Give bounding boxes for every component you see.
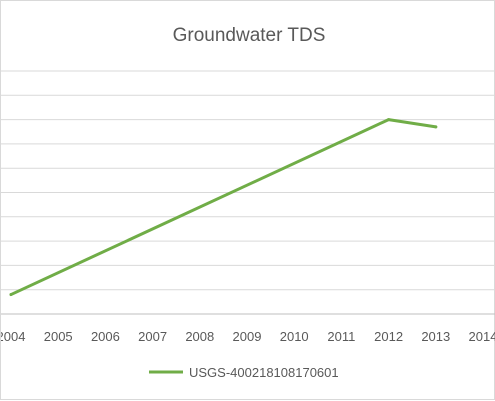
x-tick-label-2014: 2014 bbox=[469, 329, 495, 344]
data-point-0-0 bbox=[9, 293, 13, 297]
x-tick-label-2013: 2013 bbox=[421, 329, 450, 344]
chart-title: Groundwater TDS bbox=[173, 25, 326, 46]
x-tick-label-2012: 2012 bbox=[374, 329, 403, 344]
x-tick-label-2008: 2008 bbox=[185, 329, 214, 344]
gridlines bbox=[1, 70, 495, 291]
x-tick-label-2005: 2005 bbox=[44, 329, 73, 344]
legend-label: USGS-400218108170601 bbox=[189, 365, 339, 380]
x-tick-label-2004: 2004 bbox=[1, 329, 25, 344]
x-tick-label-2011: 2011 bbox=[327, 329, 355, 344]
x-tick-label-2010: 2010 bbox=[280, 329, 309, 344]
legend: USGS-400218108170601 bbox=[149, 365, 339, 380]
x-tick-label-2006: 2006 bbox=[91, 329, 120, 344]
x-axis: 2004 2005 2006 2007 2008 2009 2010 2011 2012 2013… bbox=[1, 313, 495, 344]
data-point-0-2 bbox=[434, 125, 438, 129]
x-tick-label-2009: 2009 bbox=[233, 329, 262, 344]
series-line-0 bbox=[9, 118, 438, 297]
x-tick-label-2007: 2007 bbox=[138, 329, 167, 344]
series-layer bbox=[9, 118, 438, 297]
data-point-0-1 bbox=[387, 118, 391, 122]
